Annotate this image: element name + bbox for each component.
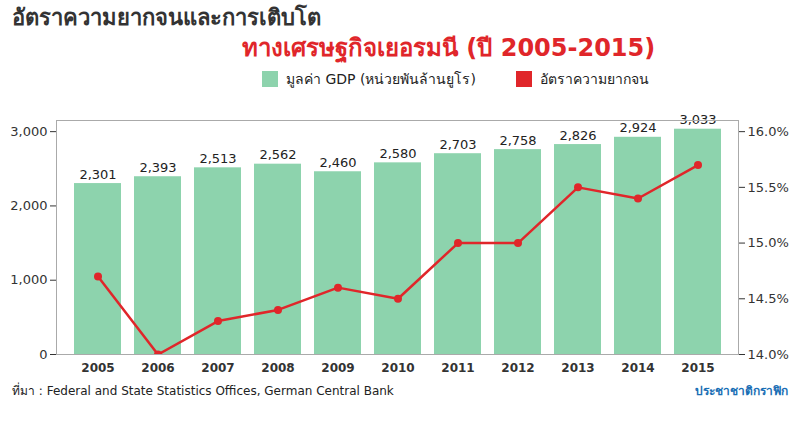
svg-text:14.0%: 14.0%: [748, 347, 789, 362]
svg-text:2009: 2009: [321, 361, 354, 375]
svg-text:2010: 2010: [381, 361, 414, 375]
svg-text:2015: 2015: [681, 361, 714, 375]
html-text:ที่มา : Federal and State Stat: ที่มา : Federal and State Statistics Off…: [12, 384, 394, 398]
svg-text:2011: 2011: [441, 361, 474, 375]
svg-text:2,460: 2,460: [319, 155, 356, 170]
svg-text:2,513: 2,513: [199, 151, 236, 166]
svg-text:2,924: 2,924: [619, 120, 656, 135]
svg-text:2012: 2012: [501, 361, 534, 375]
svg-text:2007: 2007: [201, 361, 234, 375]
svg-text:2014: 2014: [621, 361, 654, 375]
svg-text:14.5%: 14.5%: [748, 291, 789, 306]
svg-text:2,826: 2,826: [559, 128, 596, 143]
html-text:มูลค่า GDP (หน่วยพันล้านยูโร): มูลค่า GDP (หน่วยพันล้านยูโร): [286, 71, 476, 87]
svg-text:2008: 2008: [261, 361, 294, 375]
html-text:อัตราความยากจน: อัตราความยากจน: [539, 71, 649, 87]
svg-text:2013: 2013: [561, 361, 594, 375]
svg-text:2,562: 2,562: [259, 147, 296, 162]
html-text:ทางเศรษฐกิจเยอรมนี (ปี 2005-20: ทางเศรษฐกิจเยอรมนี (ปี 2005-2015): [242, 34, 656, 62]
svg-text:0: 0: [39, 347, 47, 362]
svg-text:2,393: 2,393: [139, 160, 176, 175]
svg-text:2,000: 2,000: [10, 198, 47, 213]
svg-text:1,000: 1,000: [10, 272, 47, 287]
svg-text:3,000: 3,000: [10, 124, 47, 139]
svg-text:2,580: 2,580: [379, 146, 416, 161]
svg-text:15.0%: 15.0%: [748, 235, 789, 250]
svg-text:2,301: 2,301: [79, 167, 116, 182]
svg-text:2,758: 2,758: [499, 133, 536, 148]
svg-text:2006: 2006: [141, 361, 174, 375]
html-text:ประชาชาติกราฟิก: ประชาชาติกราฟิก: [695, 384, 788, 398]
html-text:อัตราความยากจนและการเติบโต: อัตราความยากจนและการเติบโต: [12, 5, 321, 30]
svg-text:15.5%: 15.5%: [748, 180, 789, 195]
svg-text:16.0%: 16.0%: [748, 124, 789, 139]
svg-text:3,033: 3,033: [679, 112, 716, 127]
svg-text:2,703: 2,703: [439, 137, 476, 152]
svg-text:2005: 2005: [81, 361, 114, 375]
